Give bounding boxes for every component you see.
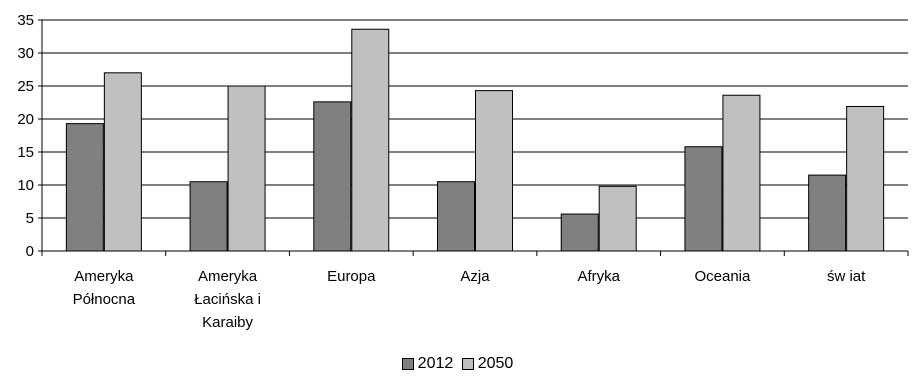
- x-category-label: Azja: [460, 268, 490, 285]
- legend-item-2012: 2012: [401, 355, 454, 373]
- bar-2050: [722, 94, 761, 252]
- legend-item-2050: 2050: [461, 355, 514, 373]
- bar-2050: [598, 185, 637, 252]
- bar-2012: [313, 101, 352, 252]
- x-category-label: Europa: [327, 268, 376, 285]
- y-tick-label: 0: [26, 243, 34, 260]
- bar-2050: [103, 72, 142, 252]
- x-category-label: Północna: [73, 291, 136, 308]
- legend: 2012 2050: [0, 355, 915, 375]
- legend-swatch-2012: [401, 358, 414, 370]
- x-category-label: Oceania: [694, 268, 751, 285]
- legend-label-2050: 2050: [477, 355, 514, 372]
- bar-2012: [560, 213, 599, 252]
- y-tick-label: 30: [17, 45, 34, 62]
- x-category-label: Ameryka: [74, 268, 134, 285]
- bar-2012: [684, 146, 723, 252]
- bar-2012: [437, 181, 475, 252]
- x-category-label: Łacińska i: [194, 291, 261, 308]
- y-tick-label: 20: [17, 111, 34, 128]
- x-category-label: Ameryka: [198, 268, 258, 285]
- y-tick-label: 35: [17, 12, 34, 29]
- bar-2050: [227, 85, 266, 252]
- bar-2012: [808, 174, 847, 252]
- bar-2050: [351, 28, 390, 252]
- bar-2012: [189, 181, 228, 252]
- bar-2050: [846, 105, 885, 252]
- y-tick-label: 15: [17, 144, 34, 161]
- x-category-label: Karaiby: [202, 314, 253, 331]
- x-category-label: św iat: [827, 268, 866, 285]
- y-tick-label: 10: [17, 177, 34, 194]
- y-tick-label: 5: [26, 210, 34, 227]
- x-category-label: Afryka: [577, 268, 620, 285]
- legend-label-2012: 2012: [417, 355, 454, 372]
- bar-2012: [65, 123, 104, 252]
- y-tick-label: 25: [17, 78, 34, 95]
- bar-2050: [475, 90, 513, 252]
- legend-swatch-2050: [461, 358, 474, 370]
